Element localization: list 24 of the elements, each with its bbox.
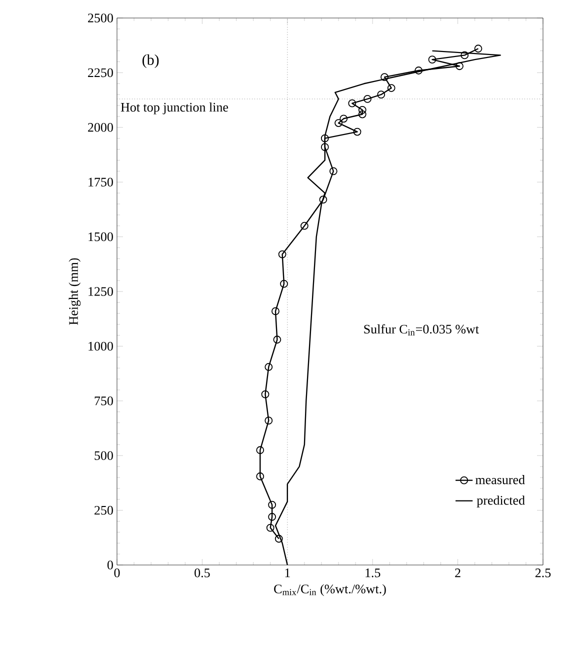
y-tick-label: 1250 (88, 287, 113, 296)
y-tick-label: 2250 (88, 68, 113, 78)
ref-line-label: Hot top junction line (120, 102, 228, 114)
y-tick-label: 750 (94, 396, 113, 406)
y-tick-label: 1750 (88, 178, 113, 186)
legend-label: measured (475, 475, 525, 484)
annotation: Sulfur C$_{in}$=0.035 %wt (364, 324, 479, 336)
annotation: (b) (142, 54, 159, 68)
y-tick-label: 500 (94, 451, 113, 460)
x-tick-label: 0 (114, 568, 120, 578)
legend-label: predicted (476, 496, 525, 508)
x-axis-title: C$_{mix}$/C$_{in}$ (%wt./%wt.) (274, 584, 386, 596)
y-tick-label: 2500 (88, 14, 113, 22)
x-tick-label: 2 (455, 568, 460, 578)
x-tick-label: 2.5 (535, 568, 551, 578)
y-tick-label: 250 (94, 506, 113, 515)
y-tick-label: 0 (107, 560, 113, 570)
x-tick-label: 1.5 (366, 568, 380, 578)
y-tick-label: 2000 (88, 123, 113, 132)
x-tick-label: 0.5 (194, 568, 210, 578)
y-tick-label: 1500 (88, 232, 113, 242)
x-tick-label: 1 (285, 568, 290, 578)
y-axis-title: Height (mm) (68, 258, 81, 325)
y-tick-label: 1000 (88, 342, 113, 351)
